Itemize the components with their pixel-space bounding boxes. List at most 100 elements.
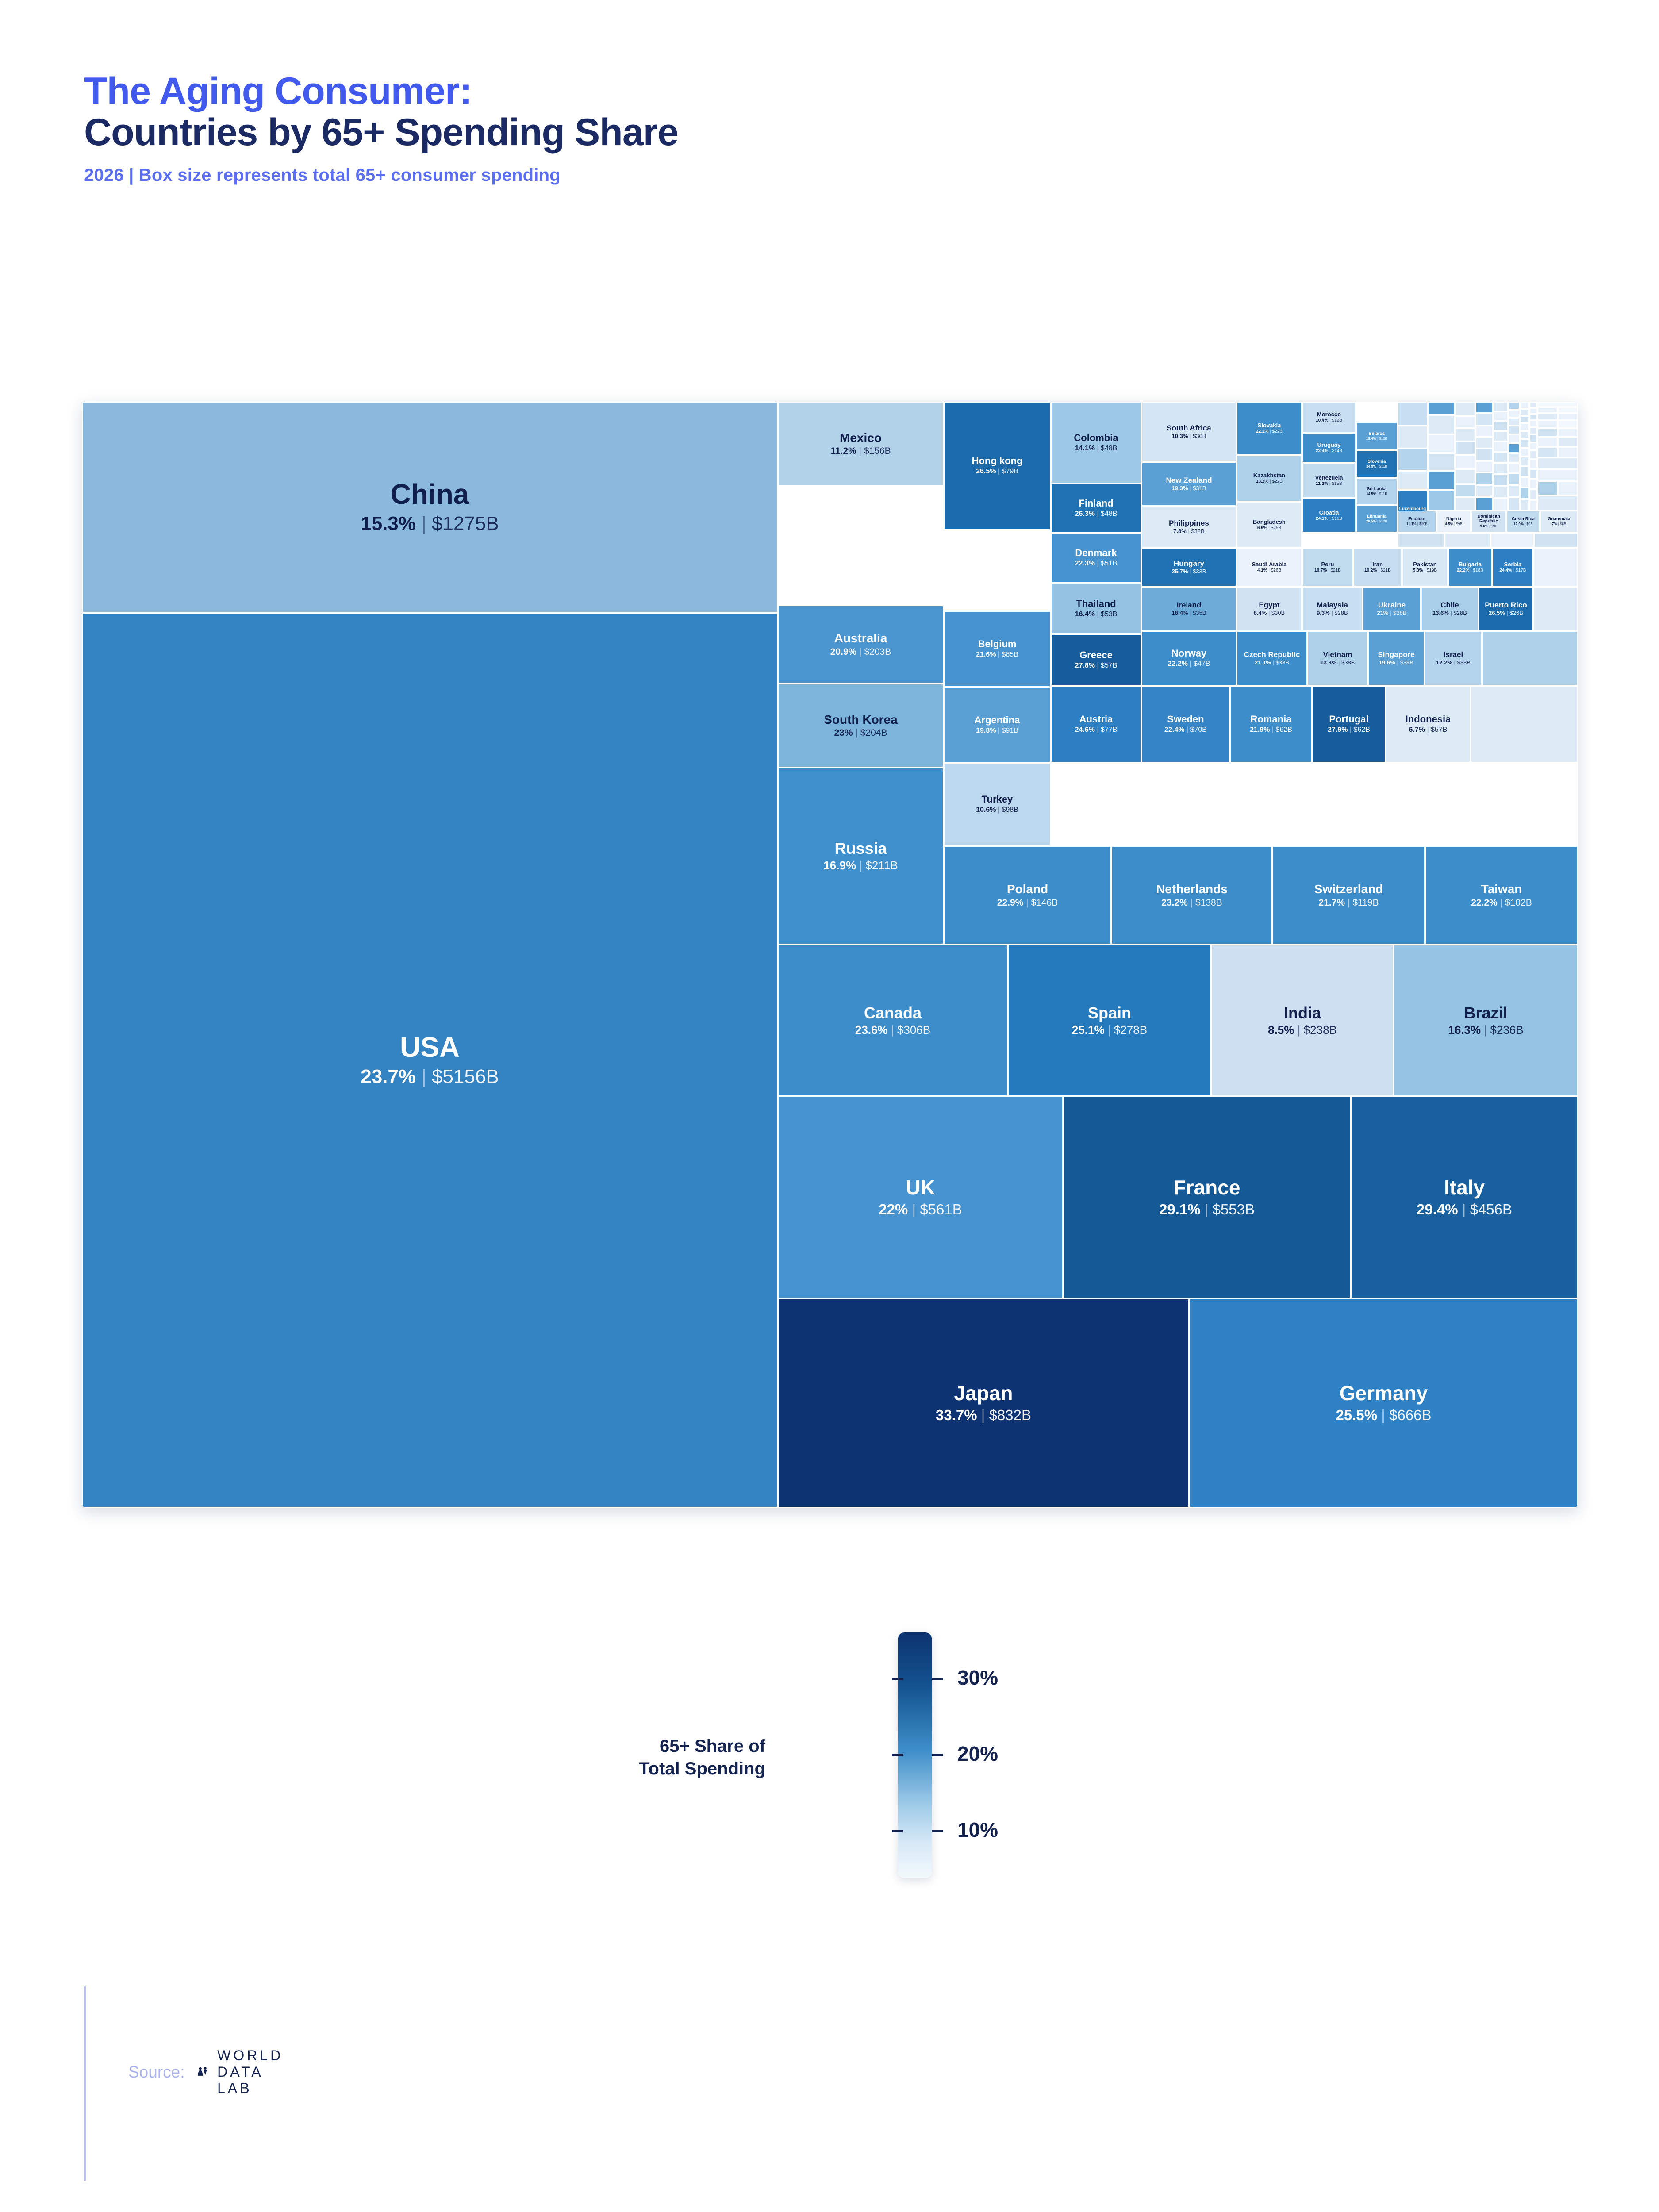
treemap-tile-india[interactable]: India 8.5% | $238B [1211,945,1394,1096]
treemap-tile-unlabeled[interactable] [1471,686,1578,763]
treemap-tile-iran[interactable]: Iran 10.2% | $21B [1353,548,1402,587]
treemap-tile-singapore[interactable]: Singapore 19.6% | $38B [1368,631,1425,686]
treemap-tile-bangladesh[interactable]: Bangladesh 6.9% | $25B [1237,502,1302,548]
treemap-tile-unlabeled[interactable] [1455,402,1475,416]
treemap-tile-unlabeled[interactable] [1508,426,1520,434]
treemap-tile-unlabeled[interactable] [1529,459,1537,469]
treemap-tile-peru[interactable]: Peru 10.7% | $21B [1302,548,1353,587]
treemap-tile-australia[interactable]: Australia 20.9% | $203B [778,605,944,684]
treemap-tile-serbia[interactable]: Serbia 24.4% | $17B [1492,548,1533,587]
treemap-tile-uruguay[interactable]: Uruguay 22.4% | $14B [1302,433,1356,463]
treemap-tile-unlabeled[interactable] [1533,548,1578,587]
treemap-tile-finland[interactable]: Finland 26.3% | $48B [1051,484,1141,533]
treemap-tile-unlabeled[interactable] [1520,488,1529,499]
treemap-tile-unlabeled[interactable] [1428,402,1455,415]
treemap-tile-unlabeled[interactable] [1475,472,1493,485]
treemap-tile-unlabeled[interactable] [1428,490,1455,511]
treemap-tile-switzerland[interactable]: Switzerland 21.7% | $119B [1272,846,1425,945]
treemap-tile-unlabeled[interactable] [1398,402,1428,426]
treemap-tile-unlabeled[interactable] [1428,471,1455,490]
treemap-tile-poland[interactable]: Poland 22.9% | $146B [944,846,1111,945]
treemap-tile-unlabeled[interactable] [1493,402,1508,411]
treemap-tile-morocco[interactable]: Morocco 10.4% | $12B [1302,402,1356,433]
treemap-tile-saudi-arabia[interactable]: Saudi Arabia 4.1% | $26B [1237,548,1302,587]
treemap-tile-unlabeled[interactable] [1475,413,1493,426]
treemap-tile-unlabeled[interactable] [1529,442,1537,450]
treemap-tile-unlabeled[interactable] [1558,437,1578,447]
treemap-tile-unlabeled[interactable] [1493,442,1508,452]
treemap-tile-sri-lanka[interactable]: Sri Lanka 14.5% | $11B [1356,478,1398,505]
treemap-tile-unlabeled[interactable] [1493,463,1508,474]
treemap-tile-unlabeled[interactable] [1455,484,1475,497]
treemap-tile-italy[interactable]: Italy 29.4% | $456B [1351,1096,1578,1298]
treemap-tile-unlabeled[interactable] [1428,453,1455,471]
treemap-tile-unlabeled[interactable] [1520,439,1529,448]
treemap-tile-unlabeled[interactable] [1482,631,1578,686]
treemap-tile-nigeria[interactable]: Nigeria 4.5% | $9B [1436,511,1471,533]
treemap-tile-germany[interactable]: Germany 25.5% | $666B [1189,1298,1578,1508]
treemap-tile-unlabeled[interactable] [1455,442,1475,455]
treemap-tile-unlabeled[interactable] [1475,426,1493,437]
treemap-tile-colombia[interactable]: Colombia 14.1% | $48B [1051,402,1141,484]
treemap-tile-greece[interactable]: Greece 27.8% | $57B [1051,634,1141,686]
treemap-tile-unlabeled[interactable] [1520,448,1529,457]
treemap-tile-unlabeled[interactable] [1455,497,1475,511]
treemap-tile-unlabeled[interactable] [1520,477,1529,488]
treemap-tile-egypt[interactable]: Egypt 8.4% | $30B [1237,587,1302,631]
treemap-tile-israel[interactable]: Israel 12.2% | $38B [1425,631,1482,686]
treemap-tile-south-korea[interactable]: South Korea 23% | $204B [778,684,944,768]
treemap-tile-ireland[interactable]: Ireland 18.4% | $35B [1141,587,1237,631]
treemap-tile-kazakhstan[interactable]: Kazakhstan 13.2% | $22B [1237,455,1302,502]
treemap-tile-indonesia[interactable]: Indonesia 6.7% | $57B [1386,686,1471,763]
treemap-tile-unlabeled[interactable] [1558,447,1578,457]
treemap-tile-unlabeled[interactable] [1455,455,1475,469]
treemap-tile-unlabeled[interactable] [1508,485,1520,497]
treemap-tile-portugal[interactable]: Portugal 27.9% | $62B [1312,686,1386,763]
treemap-tile-unlabeled[interactable] [1529,500,1537,511]
treemap-tile-france[interactable]: France 29.1% | $553B [1063,1096,1351,1298]
treemap-tile-unlabeled[interactable] [1508,463,1520,473]
treemap-tile-unlabeled[interactable] [1520,402,1529,409]
treemap-tile-unlabeled[interactable] [1537,402,1578,407]
treemap-tile-unlabeled[interactable] [1428,415,1455,434]
treemap-tile-uk[interactable]: UK 22% | $561B [778,1096,1063,1298]
treemap-tile-unlabeled[interactable] [1534,533,1578,548]
treemap-tile-unlabeled[interactable] [1520,457,1529,466]
treemap-tile-unlabeled[interactable] [1529,489,1537,500]
treemap-tile-japan[interactable]: Japan 33.7% | $832B [778,1298,1189,1508]
treemap-tile-unlabeled[interactable] [1455,416,1475,428]
treemap-tile-unlabeled[interactable] [1537,447,1558,457]
treemap-tile-brazil[interactable]: Brazil 16.3% | $236B [1394,945,1578,1096]
treemap-tile-unlabeled[interactable] [1508,453,1520,463]
treemap-tile-unlabeled[interactable] [1537,457,1578,469]
treemap-tile-thailand[interactable]: Thailand 16.4% | $53B [1051,583,1141,634]
treemap-tile-denmark[interactable]: Denmark 22.3% | $51B [1051,533,1141,583]
treemap-tile-unlabeled[interactable] [1508,443,1520,453]
treemap-tile-unlabeled[interactable] [1520,416,1529,423]
treemap-tile-unlabeled[interactable] [1558,413,1578,420]
treemap-tile-chile[interactable]: Chile 13.6% | $28B [1421,587,1479,631]
treemap-tile-unlabeled[interactable] [1475,497,1493,511]
treemap-tile-unlabeled[interactable] [1537,407,1558,413]
treemap-tile-belarus[interactable]: Belarus 19.4% | $10B [1356,422,1398,450]
treemap-tile-pakistan[interactable]: Pakistan 5.3% | $19B [1402,548,1448,587]
treemap-tile-czech-republic[interactable]: Czech Republic 21.1% | $38B [1237,631,1307,686]
treemap-tile-philippines[interactable]: Philippines 7.8% | $32B [1141,506,1237,548]
treemap-tile-unlabeled[interactable] [1529,434,1537,442]
treemap-tile-unlabeled[interactable] [1508,418,1520,426]
treemap-tile-netherlands[interactable]: Netherlands 23.2% | $138B [1111,846,1272,945]
treemap-tile-mexico[interactable]: Mexico 11.2% | $156B [778,402,944,486]
treemap-tile-puerto-rico[interactable]: Puerto Rico 26.5% | $26B [1479,587,1533,631]
treemap-tile-unlabeled[interactable] [1493,411,1508,421]
treemap-tile-unlabeled[interactable] [1508,473,1520,485]
treemap-tile-unlabeled[interactable] [1558,407,1578,413]
treemap-tile-argentina[interactable]: Argentina 19.8% | $91B [944,687,1051,763]
treemap-tile-hong-kong[interactable]: Hong kong 26.5% | $79B [944,402,1051,530]
treemap-tile-unlabeled[interactable] [1529,450,1537,459]
treemap-tile-taiwan[interactable]: Taiwan 22.2% | $102B [1425,846,1578,945]
treemap-tile-dominican-republic[interactable]: Dominican Republic 9.6% | $9B [1471,511,1506,533]
treemap-tile-unlabeled[interactable] [1398,533,1444,548]
treemap-tile-unlabeled[interactable] [1493,452,1508,463]
treemap-tile-unlabeled[interactable] [1475,461,1493,472]
treemap-tile-unlabeled[interactable] [1537,469,1578,481]
